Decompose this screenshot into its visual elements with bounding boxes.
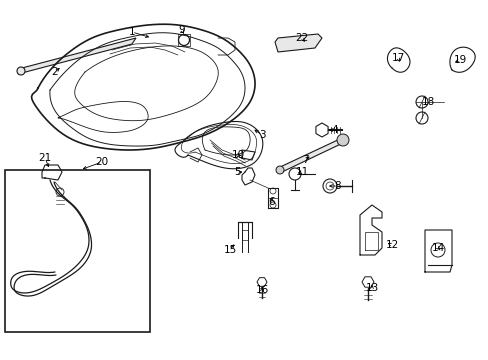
Text: 5: 5 xyxy=(234,167,241,177)
Text: 22: 22 xyxy=(295,33,308,43)
Text: 17: 17 xyxy=(390,53,404,63)
Polygon shape xyxy=(18,38,136,74)
Text: 9: 9 xyxy=(178,25,185,35)
Text: 12: 12 xyxy=(385,240,398,250)
Polygon shape xyxy=(278,138,345,172)
Text: 1: 1 xyxy=(128,27,135,37)
Polygon shape xyxy=(274,34,321,52)
Text: 16: 16 xyxy=(255,285,268,295)
Circle shape xyxy=(323,179,336,193)
Circle shape xyxy=(336,134,348,146)
Circle shape xyxy=(288,168,301,180)
Circle shape xyxy=(275,166,284,174)
Circle shape xyxy=(415,96,427,108)
Circle shape xyxy=(415,112,427,124)
Text: 4: 4 xyxy=(331,125,338,135)
Bar xyxy=(5,170,150,332)
Text: 14: 14 xyxy=(430,243,444,253)
Text: 8: 8 xyxy=(334,181,341,191)
Polygon shape xyxy=(257,278,266,286)
Polygon shape xyxy=(361,277,373,287)
Text: 6: 6 xyxy=(268,197,275,207)
Text: 2: 2 xyxy=(52,67,58,77)
Text: 20: 20 xyxy=(95,157,108,167)
Text: 18: 18 xyxy=(421,97,434,107)
Text: 19: 19 xyxy=(452,55,466,65)
Text: 3: 3 xyxy=(258,130,265,140)
Text: 10: 10 xyxy=(231,150,244,160)
Text: 7: 7 xyxy=(301,155,307,165)
Text: 11: 11 xyxy=(295,167,308,177)
Polygon shape xyxy=(315,123,327,137)
Circle shape xyxy=(17,67,25,75)
Text: 13: 13 xyxy=(365,283,378,293)
Text: 21: 21 xyxy=(38,153,52,163)
Text: 15: 15 xyxy=(223,245,236,255)
